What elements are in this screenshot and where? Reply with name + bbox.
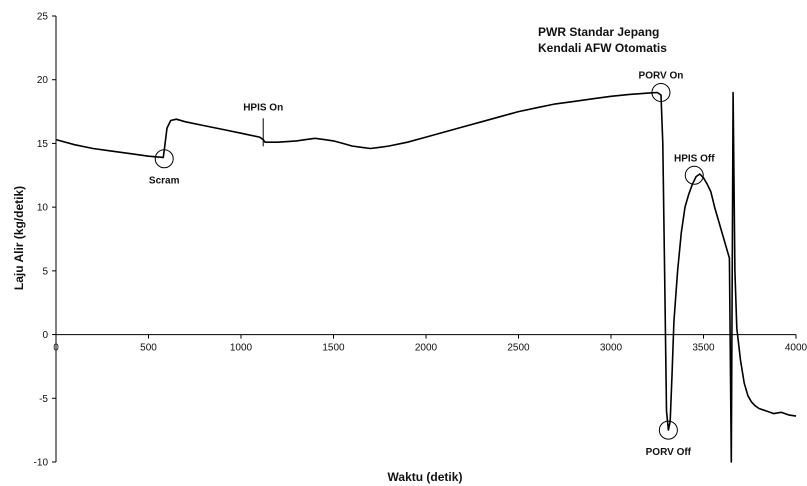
annotation: HPIS Off bbox=[674, 153, 715, 185]
annotation-label: Scram bbox=[149, 176, 180, 187]
annotation-circle bbox=[684, 165, 704, 185]
annotation-circle bbox=[651, 82, 671, 102]
annotation: PORV On bbox=[639, 70, 684, 102]
event-annotations: Scram HPIS On PORV On HPIS Off PORV Off bbox=[149, 70, 715, 458]
x-axis-title: Waktu (detik) bbox=[388, 470, 463, 484]
annotation-label: HPIS On bbox=[243, 102, 283, 113]
x-tick-label: 0 bbox=[53, 343, 59, 354]
annotation-circle bbox=[658, 420, 678, 440]
info-line-2: Kendali AFW Otomatis bbox=[538, 41, 667, 55]
x-tick-label: 2000 bbox=[415, 343, 438, 354]
flow-rate-line bbox=[55, 91, 797, 463]
annotation-label: PORV Off bbox=[646, 447, 692, 458]
x-tick-label: 4000 bbox=[785, 343, 807, 354]
y-tick-label: 10 bbox=[37, 203, 49, 214]
y-axis-ticks: -10 -5 0 5 10 15 20 25 bbox=[34, 12, 56, 469]
y-tick-label: 15 bbox=[37, 139, 49, 150]
y-tick-label: 5 bbox=[42, 266, 48, 277]
y-tick-label: 0 bbox=[42, 330, 48, 341]
y-tick-label: 25 bbox=[37, 12, 49, 23]
annotation-label: HPIS Off bbox=[674, 153, 715, 164]
y-tick-label: 20 bbox=[37, 75, 49, 86]
x-tick-label: 500 bbox=[140, 343, 157, 354]
x-tick-label: 3500 bbox=[692, 343, 715, 354]
x-tick-label: 2500 bbox=[507, 343, 530, 354]
y-axis-title: Laju Alir (kg/detik) bbox=[12, 186, 26, 290]
annotation: PORV Off bbox=[646, 420, 692, 458]
y-tick-label: -5 bbox=[39, 394, 48, 405]
annotation: Scram bbox=[149, 149, 180, 187]
info-line-1: PWR Standar Jepang bbox=[538, 25, 659, 39]
y-tick-label: -10 bbox=[34, 458, 49, 469]
annotation: HPIS On bbox=[243, 102, 283, 147]
x-axis-ticks: 0 500 1000 1500 2000 2500 3000 3500 4000 bbox=[53, 334, 807, 354]
x-tick-label: 1000 bbox=[230, 343, 253, 354]
x-tick-label: 1500 bbox=[322, 343, 345, 354]
x-tick-label: 3000 bbox=[600, 343, 623, 354]
annotation-label: PORV On bbox=[639, 70, 684, 81]
annotation-circle bbox=[154, 149, 174, 169]
